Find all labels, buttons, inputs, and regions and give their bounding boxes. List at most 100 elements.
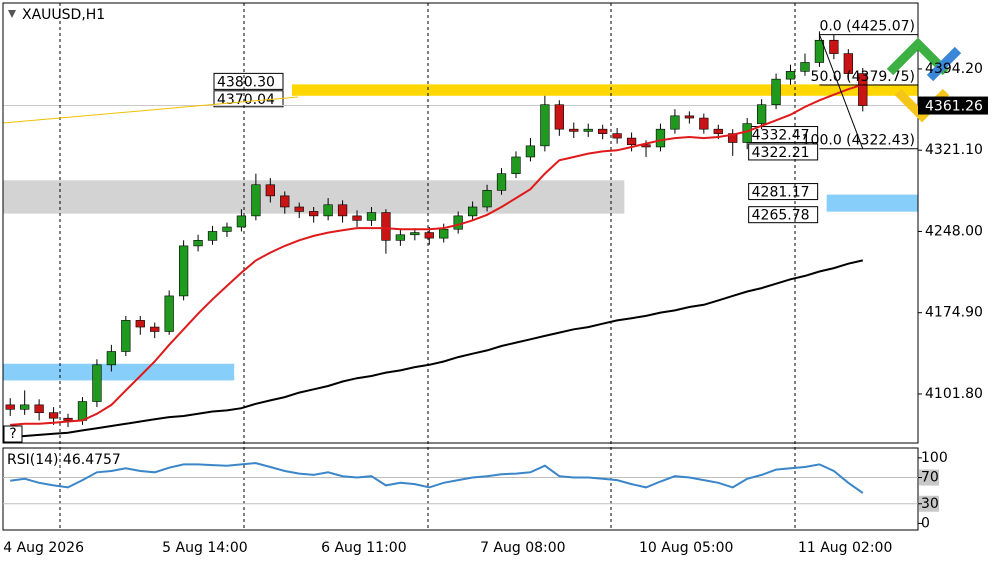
candle-body (756, 104, 767, 124)
candle-body (829, 39, 839, 54)
candle-body (612, 133, 622, 139)
candle-body (5, 404, 15, 410)
help-button-label[interactable]: ? (9, 426, 16, 442)
zone-label: 4370.04 (217, 92, 275, 108)
candle-body (424, 232, 434, 239)
candle-body (598, 128, 608, 134)
rsi-line (10, 462, 864, 494)
help-button[interactable] (3, 425, 23, 443)
plot: 0.0 (4425.07) 50.0 (4379.75) 100.0 (4322.4… (5, 19, 918, 439)
day-separators (59, 3, 796, 530)
candle-body (236, 215, 247, 228)
candle-body (294, 206, 304, 212)
rsi-tick-label: 30 (921, 496, 939, 512)
candle-body (439, 228, 449, 239)
moving-average (10, 259, 864, 439)
candle-body (323, 204, 333, 217)
candle-body (309, 211, 319, 217)
zone-label-box (748, 143, 819, 161)
zone (826, 194, 918, 212)
candle-body (453, 215, 463, 230)
x-tick-label: 10 Aug 05:00 (639, 540, 733, 556)
candle-body (858, 73, 868, 106)
candle-body (280, 195, 290, 208)
last-price-label: 4361.26 (925, 99, 983, 115)
candle-body (20, 404, 30, 410)
candle-body (265, 184, 275, 197)
zone (292, 84, 918, 96)
rsi-title: RSI(14) 46.4757 (7, 452, 121, 468)
candle-body (381, 212, 391, 241)
candle-body (511, 156, 521, 174)
title-icon (8, 10, 16, 18)
y-tick-label: 4248.00 (925, 223, 983, 239)
candle-body (178, 245, 189, 297)
x-tick-label: 5 Aug 14:00 (162, 540, 248, 556)
y-tick-label: 4174.90 (925, 305, 983, 321)
candle-body (207, 231, 218, 241)
candle-body (77, 401, 88, 421)
candle-body (150, 326, 160, 332)
last-price-box (918, 96, 988, 115)
candle-body (843, 53, 853, 74)
zone-label-box (213, 72, 284, 90)
candle-body (48, 412, 59, 419)
candle-body (641, 144, 651, 148)
candle-body (164, 295, 174, 332)
rsi-tick-label: 70 (921, 470, 939, 486)
candle-body (525, 145, 536, 158)
rsi-tick-label: 0 (921, 515, 930, 531)
y-tick-label: 4321.10 (925, 142, 983, 158)
candle-body (728, 133, 738, 143)
candle-body (684, 115, 695, 119)
candle-body (713, 128, 723, 134)
candle-body (251, 184, 261, 217)
candle-body (63, 417, 73, 421)
zone-label: 4265.78 (752, 208, 810, 224)
fib-trend (818, 34, 864, 149)
zone-label-box (748, 183, 819, 201)
price-frame (2, 2, 919, 444)
candle-body (337, 204, 348, 217)
trend-line (2, 96, 299, 124)
fib-label: 100.0 (4322.43) (802, 133, 915, 149)
candle-body (121, 320, 131, 352)
fib-label: 0.0 (4425.07) (819, 19, 915, 35)
candle-body (92, 364, 102, 402)
candle-body (771, 78, 781, 106)
candle-body (467, 206, 478, 217)
zone-label: 4380.30 (217, 74, 275, 90)
candle-body (699, 117, 709, 130)
rsi-frame (2, 447, 919, 531)
candle-body (410, 232, 420, 236)
y-tick-label: 4394.20 (925, 61, 983, 77)
candle-body (670, 115, 680, 130)
zone-label-box (748, 206, 819, 224)
logo-green (886, 37, 950, 76)
zone (3, 363, 235, 381)
rsi-tick-box (919, 469, 939, 486)
candle-body (496, 173, 507, 191)
x-tick-label: 4 Aug 2026 (3, 540, 84, 556)
candle-body (395, 234, 406, 241)
y-tick-label: 4101.80 (925, 386, 983, 402)
chart-title: XAUUSD,H1 (22, 7, 105, 23)
candle-body (540, 104, 550, 147)
zone-label: 4281.17 (752, 185, 810, 201)
candle-body (800, 62, 810, 72)
moving-average (10, 83, 864, 426)
x-tick-label: 11 Aug 02:00 (798, 540, 892, 556)
x-tick-label: 6 Aug 11:00 (321, 540, 407, 556)
candle-body (106, 351, 117, 366)
rsi-tick-box (919, 495, 939, 512)
candle-body (352, 215, 362, 221)
x-tick-label: 7 Aug 08:00 (480, 540, 566, 556)
rsi-tick-label: 100 (921, 450, 948, 466)
candle-body (366, 212, 377, 221)
candle-body (814, 39, 825, 63)
candle-body (222, 226, 232, 232)
fib-label: 50.0 (4379.75) (811, 69, 915, 85)
candle-body (135, 320, 145, 328)
